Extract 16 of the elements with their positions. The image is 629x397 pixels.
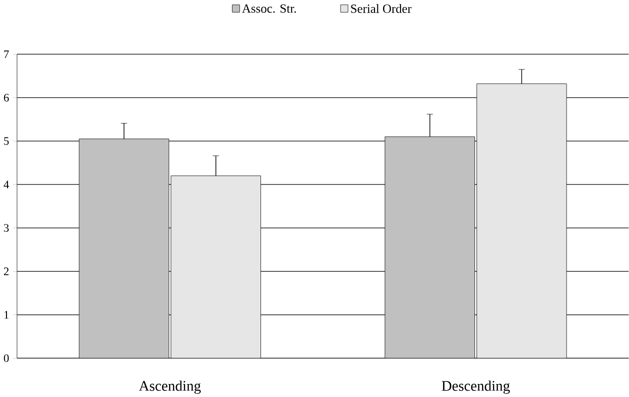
legend-label: Serial Order [351, 4, 412, 13]
y-tick-label: 5 [4, 137, 9, 145]
legend-label: Assoc. Str. [242, 4, 296, 13]
y-tick-label: 1 [4, 310, 8, 318]
y-tick-label: 3 [4, 224, 9, 232]
y-tick-label: 2 [4, 267, 9, 275]
y-tick-label: 7 [4, 50, 9, 58]
x-tick-label: Descending [442, 380, 510, 394]
y-tick-label: 4 [4, 180, 10, 188]
bar [78, 138, 170, 358]
bar [170, 175, 261, 358]
y-tick-label: 0 [4, 354, 9, 362]
bar [476, 83, 567, 358]
x-tick-label: Ascending [138, 380, 201, 394]
y-tick-label: 6 [4, 94, 9, 102]
bar [384, 136, 475, 358]
